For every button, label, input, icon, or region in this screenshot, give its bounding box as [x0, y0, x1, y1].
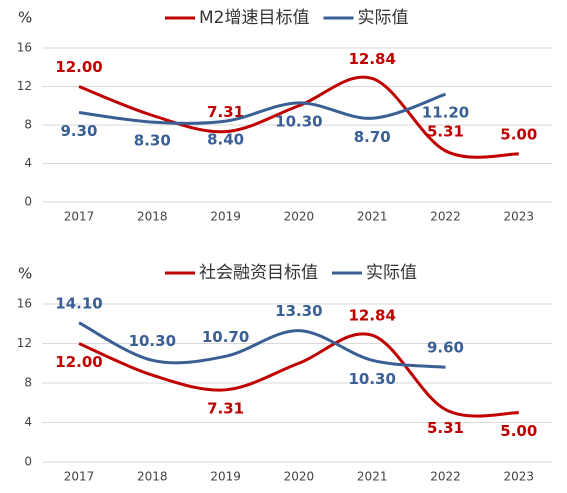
data-label: 8.40	[207, 131, 244, 149]
x-tick-label: 2017	[64, 470, 95, 484]
data-label: 10.70	[202, 328, 249, 346]
series-line	[78, 92, 446, 125]
x-tick-label: 2020	[284, 470, 315, 484]
data-label: 10.30	[348, 370, 395, 388]
legend-label: 实际值	[366, 263, 417, 283]
data-label: 8.70	[354, 128, 391, 146]
x-tick-label: 2019	[210, 470, 241, 484]
x-tick-label: 2023	[504, 470, 535, 484]
data-label: 7.31	[207, 103, 244, 121]
data-label: 10.30	[129, 332, 176, 350]
x-tick-label: 2022	[430, 210, 461, 224]
data-label: 12.84	[348, 50, 395, 68]
x-tick-label: 2021	[357, 210, 388, 224]
y-tick-label: 0	[24, 195, 32, 209]
x-tick-label: 2019	[210, 210, 241, 224]
legend-label: 实际值	[357, 8, 408, 28]
legend-label: 社会融资目标值	[199, 263, 318, 283]
y-tick-label: 4	[24, 156, 32, 170]
data-label: 5.31	[427, 122, 464, 140]
x-tick-label: 2018	[137, 470, 168, 484]
data-label: 11.20	[422, 104, 469, 122]
data-label: 12.00	[55, 58, 102, 76]
y-tick-label: 8	[24, 376, 32, 390]
data-label: 14.10	[55, 294, 102, 312]
data-label: 10.30	[275, 112, 322, 130]
data-label: 12.84	[348, 307, 395, 325]
y-tick-label: 0	[24, 455, 32, 469]
y-tick-label: 16	[17, 297, 32, 311]
x-tick-label: 2023	[504, 210, 535, 224]
x-tick-label: 2022	[430, 470, 461, 484]
x-tick-label: 2018	[137, 210, 168, 224]
y-tick-label: 16	[17, 41, 32, 55]
data-label: 8.30	[134, 132, 171, 150]
y-unit-label: %	[18, 9, 32, 27]
y-unit-label: %	[18, 265, 32, 283]
data-label: 5.00	[500, 422, 537, 440]
data-label: 13.30	[275, 302, 322, 320]
data-label: 12.00	[55, 353, 102, 371]
y-tick-label: 12	[17, 336, 32, 350]
data-label: 9.60	[427, 339, 464, 357]
data-label: 7.31	[207, 399, 244, 417]
data-label: 5.31	[427, 419, 464, 437]
data-label: 5.00	[500, 125, 537, 143]
y-tick-label: 12	[17, 79, 32, 93]
x-tick-label: 2020	[284, 210, 315, 224]
x-tick-label: 2021	[357, 470, 388, 484]
y-tick-label: 8	[24, 118, 32, 132]
legend-label: M2增速目标值	[199, 8, 309, 28]
data-label: 9.30	[60, 122, 97, 140]
series-line	[78, 332, 519, 418]
x-tick-label: 2017	[64, 210, 95, 224]
y-tick-label: 4	[24, 415, 32, 429]
series-line	[78, 321, 446, 369]
